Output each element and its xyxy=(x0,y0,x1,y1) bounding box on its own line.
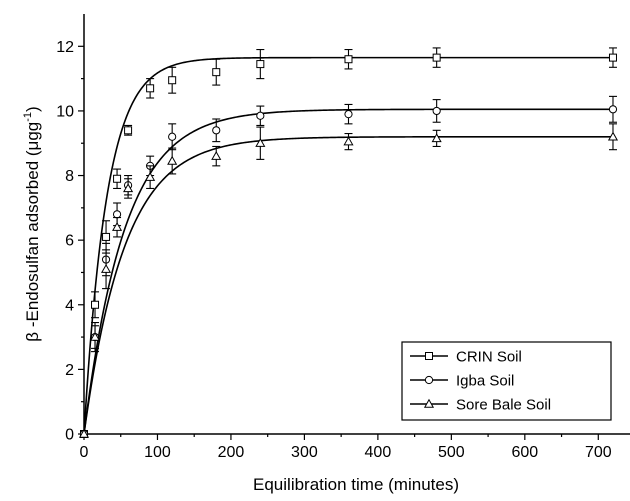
axis-ticks: 0 100 200 300 400 500 600 700 0 2 4 6 8 10 12 xyxy=(56,39,612,461)
axes xyxy=(83,14,630,435)
x-tick-label: 200 xyxy=(218,444,245,461)
sore-bale-soil-point xyxy=(78,428,90,438)
data-points xyxy=(78,47,619,439)
sore-bale-soil-point xyxy=(100,264,112,273)
x-tick-label: 600 xyxy=(511,444,538,461)
sore-bale-soil-point xyxy=(343,136,354,146)
crin-soil-point xyxy=(113,174,122,183)
crin-soil-point xyxy=(432,53,441,62)
igba-soil-point xyxy=(432,106,441,116)
y-tick-label: 4 xyxy=(65,297,74,314)
igba-soil-point xyxy=(608,105,618,114)
y-tick-label: 10 xyxy=(56,103,74,120)
x-tick-label: 300 xyxy=(291,444,318,461)
legend-sore-bale-soil-label: Sore Bale Soil xyxy=(456,397,551,414)
x-axis-title: Equilibration time (minutes) xyxy=(253,475,459,494)
crin-soil-point xyxy=(91,300,100,309)
x-tick-label: 500 xyxy=(438,444,465,461)
crin-soil-point xyxy=(146,84,155,93)
y-tick-label: 6 xyxy=(65,233,74,250)
sore-bale-soil-point xyxy=(123,183,134,193)
crin-soil-point xyxy=(102,232,111,241)
crin-soil-point xyxy=(256,60,265,69)
x-tick-label: 100 xyxy=(144,444,171,461)
y-tick-label: 2 xyxy=(65,362,74,379)
legend-crin-soil-label: CRIN Soil xyxy=(456,349,522,366)
legend-igba-soil-marker xyxy=(424,375,434,385)
sore-bale-soil-point xyxy=(255,138,266,147)
crin-soil-point xyxy=(124,126,133,135)
legend-igba-soil-label: Igba Soil xyxy=(456,373,514,390)
sore-bale-soil-point xyxy=(167,155,178,165)
y-tick-label: 12 xyxy=(56,39,74,56)
x-tick-label: 700 xyxy=(585,444,612,461)
y-axis-title-main: β -Endosulfan adsorbed (μgg xyxy=(23,122,42,342)
y-axis-title-end: ) xyxy=(23,106,42,112)
sore-bale-soil-point xyxy=(112,222,123,231)
y-axis-title-superscript: -1 xyxy=(22,112,34,122)
igba-soil-point xyxy=(168,132,177,141)
crin-soil-point xyxy=(608,53,617,62)
sore-bale-soil-point xyxy=(145,171,156,181)
legend-sore-bale-soil-marker xyxy=(423,398,435,408)
y-axis-title: β -Endosulfan adsorbed (μgg-1) xyxy=(22,106,42,341)
igba-soil-point xyxy=(256,111,265,120)
sore-bale-soil-point xyxy=(431,133,442,143)
y-tick-label: 0 xyxy=(65,427,74,444)
crin-soil-point xyxy=(168,76,177,85)
y-tick-label: 8 xyxy=(65,168,74,185)
sore-bale-soil-point xyxy=(89,331,101,341)
x-tick-label: 0 xyxy=(80,444,89,461)
sore-bale-soil-point xyxy=(211,150,222,160)
x-tick-label: 400 xyxy=(365,444,392,461)
igba-soil-point xyxy=(344,110,353,119)
sore-bale-soil-point xyxy=(607,131,619,141)
igba-soil-point xyxy=(112,210,122,219)
crin-soil-point xyxy=(212,68,221,77)
legend: CRIN Soil Igba Soil Sore Bale Soil xyxy=(401,341,612,421)
legend-box xyxy=(401,341,612,421)
crin-soil-point xyxy=(344,55,353,64)
igba-soil-point xyxy=(212,126,221,135)
legend-crin-soil-marker xyxy=(425,352,433,360)
